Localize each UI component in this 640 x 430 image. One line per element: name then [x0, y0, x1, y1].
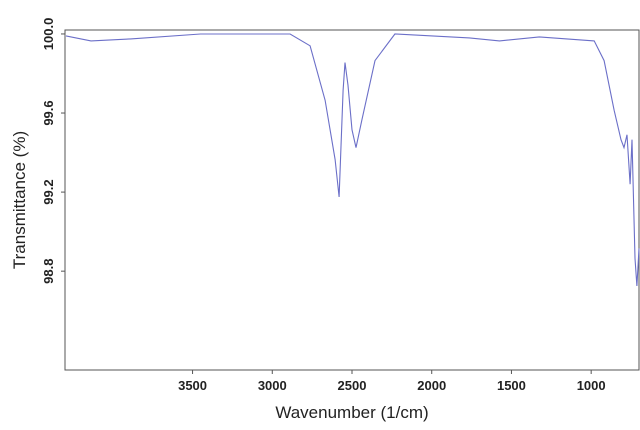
- x-tick-label: 1000: [577, 378, 606, 393]
- x-tick-label: 2500: [338, 378, 367, 393]
- x-tick-label: 3000: [258, 378, 287, 393]
- x-axis-title: Wavenumber (1/cm): [275, 403, 428, 422]
- plot-frame: [64, 29, 640, 371]
- y-tick-label: 100.0: [41, 18, 56, 51]
- spectrum-line: [65, 33, 640, 287]
- y-tick-label: 99.2: [41, 179, 56, 204]
- x-tick-label: 3500: [178, 378, 207, 393]
- x-tick-label: 1500: [497, 378, 526, 393]
- x-tick-label: 2000: [417, 378, 446, 393]
- y-tick-label: 98.8: [41, 259, 56, 284]
- y-tick-label: 99.6: [41, 100, 56, 125]
- y-axis-title: Transmittance (%): [10, 131, 29, 269]
